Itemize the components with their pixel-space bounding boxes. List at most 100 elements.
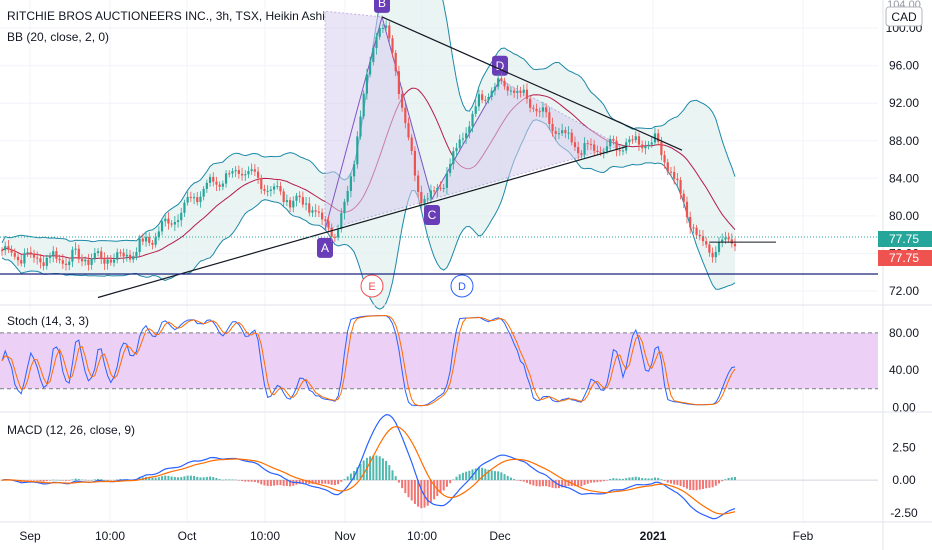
macd-histogram-bar — [465, 471, 468, 481]
pattern-point-badge[interactable] — [374, 0, 390, 13]
macd-histogram-bar — [170, 476, 173, 481]
candle-body — [487, 96, 490, 101]
candle-body — [317, 211, 320, 213]
macd-histogram-bar — [657, 477, 660, 481]
time-tick-label: Nov — [334, 529, 355, 543]
candle-body — [186, 196, 189, 203]
macd-histogram-bar — [513, 479, 516, 481]
bb-indicator-label[interactable]: BB (20, close, 2, 0) — [7, 30, 109, 44]
circle-marker[interactable] — [450, 274, 474, 298]
stoch-indicator-label[interactable]: Stoch (14, 3, 3) — [7, 314, 89, 328]
macd-histogram-bar — [551, 480, 554, 488]
candle-body — [68, 261, 71, 266]
macd-histogram-bar — [538, 480, 541, 487]
candle-body — [577, 147, 580, 154]
macd-histogram-bar — [241, 480, 244, 482]
macd-histogram-bar — [196, 476, 199, 481]
candle-body — [391, 38, 394, 53]
last-price-badge — [878, 231, 932, 247]
candle-body — [10, 249, 13, 253]
candle-body — [244, 174, 247, 176]
candle-body — [212, 176, 215, 182]
time-tick-label: Dec — [489, 529, 510, 543]
macd-histogram-bar — [439, 480, 442, 494]
macd-histogram-bar — [602, 480, 605, 482]
macd-histogram-bar — [212, 477, 215, 481]
candle-body — [404, 107, 407, 124]
macd-histogram-bar — [273, 480, 276, 486]
candle-body — [160, 221, 164, 232]
candle-body — [224, 173, 228, 184]
macd-histogram-bar — [503, 474, 506, 481]
candle-body — [340, 213, 343, 229]
macd-histogram-bar — [420, 480, 423, 509]
macd-histogram-bar — [429, 480, 432, 503]
candle-body — [433, 190, 436, 192]
candle-body — [717, 242, 721, 252]
time-tick-label: 10:00 — [407, 529, 437, 543]
lower-trendline[interactable] — [97, 145, 628, 299]
macd-histogram-bar — [289, 480, 292, 487]
macd-histogram-bar — [609, 478, 612, 481]
candle-body — [602, 151, 605, 153]
macd-histogram-bar — [535, 480, 538, 487]
candle-body — [605, 146, 609, 152]
pattern-point-badge[interactable] — [424, 204, 440, 225]
macd-histogram-bar — [247, 480, 250, 482]
macd-line — [1, 413, 736, 520]
candle-body — [452, 151, 455, 165]
macd-histogram-bar — [167, 475, 170, 481]
candle-body — [612, 138, 615, 141]
last-price-value: 77.75 — [889, 232, 919, 246]
candle-body — [532, 107, 535, 109]
macd-histogram-bar — [401, 480, 404, 489]
macd-histogram-bar — [695, 480, 698, 491]
candle-body — [695, 227, 698, 235]
candle-body — [417, 175, 420, 193]
candle-body — [202, 188, 205, 197]
price-tick-cut: 104.00 — [887, 0, 921, 11]
candle-body — [125, 254, 128, 257]
candle-body — [673, 171, 676, 179]
candle-body — [276, 186, 279, 188]
candle-body — [141, 238, 144, 242]
candle-body — [336, 228, 340, 238]
macd-histogram-bar — [468, 470, 471, 481]
price-tick-label: 84.00 — [889, 171, 919, 185]
macd-histogram-bar — [324, 480, 327, 484]
candle-body — [218, 184, 221, 187]
currency-button[interactable] — [885, 6, 923, 27]
candle-body — [388, 25, 391, 39]
macd-histogram-bar — [641, 478, 644, 481]
macd-histogram-bar — [509, 477, 512, 481]
candle-body — [733, 243, 737, 247]
candle-body — [269, 189, 272, 191]
candle-body — [23, 253, 26, 264]
macd-histogram-bar — [500, 472, 503, 481]
macd-histogram-bar — [215, 478, 218, 481]
macd-histogram-bar — [151, 477, 154, 481]
macd-histogram-bar — [705, 480, 708, 489]
macd-histogram-bar — [615, 478, 618, 481]
macd-histogram-bar — [45, 480, 48, 482]
macd-histogram-bar — [653, 477, 656, 481]
macd-histogram-bar — [164, 475, 167, 481]
candle-body — [372, 48, 375, 62]
candle-body — [564, 130, 567, 133]
macd-histogram-bar — [109, 480, 112, 481]
candle-body — [52, 251, 55, 256]
candle-body — [484, 99, 487, 101]
macd-histogram-bar — [554, 480, 557, 489]
pattern-point-badge[interactable] — [317, 237, 333, 258]
candle-body — [586, 143, 589, 145]
macd-indicator-label[interactable]: MACD (12, 26, close, 9) — [7, 423, 135, 437]
candle-body — [164, 218, 167, 222]
candle-body — [618, 150, 621, 152]
candle-body — [314, 210, 317, 212]
upper-trendline[interactable] — [381, 16, 683, 151]
macd-histogram-bar — [337, 480, 340, 485]
macd-histogram-bar — [404, 480, 407, 494]
circle-marker[interactable] — [360, 274, 384, 298]
candle-body — [74, 248, 77, 250]
